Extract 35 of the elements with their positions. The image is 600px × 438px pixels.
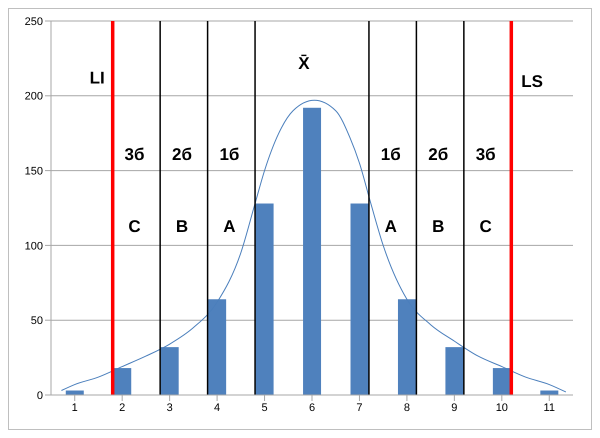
y-tick-label: 100 [24,240,43,252]
ref-line-label: LI [90,68,105,88]
x-tick-label: 2 [119,402,126,414]
annotation: C [480,216,492,236]
annotation: 2б [428,145,448,164]
y-tick-label: 200 [24,90,43,103]
line-series [60,100,566,393]
x-tick-label: 10 [496,402,508,414]
annotation: B [176,216,188,236]
bar [350,204,369,395]
x-tick-label: 1 [72,402,78,414]
annotation: C [128,216,141,236]
annotation: X̄ [298,54,310,73]
x-tick-label: 11 [544,402,555,414]
x-tick-label: 6 [308,402,316,414]
x-tick-label: 7 [356,402,363,414]
ref-line-label: LS [521,72,544,92]
annotation: 2б [172,145,192,164]
x-tick-label: 4 [214,402,220,414]
y-tick-label: 50 [30,315,43,328]
x-tick-label: 9 [451,402,458,414]
y-tick-label: 250 [24,16,43,28]
x-tick-label: 8 [404,402,410,414]
bar [303,108,322,395]
x-tick-label: 3 [166,402,173,414]
annotation: 3б [124,145,145,164]
annotation: A [223,216,236,236]
annotation: A [384,216,397,236]
annotation: 3б [476,145,496,164]
y-tick-label: 0 [36,390,43,402]
annotation: B [432,216,444,236]
annotation: 1б [380,145,401,164]
annotation: 1б [219,145,240,164]
x-tick-label: 5 [261,402,268,414]
y-tick-label: 150 [24,166,43,178]
